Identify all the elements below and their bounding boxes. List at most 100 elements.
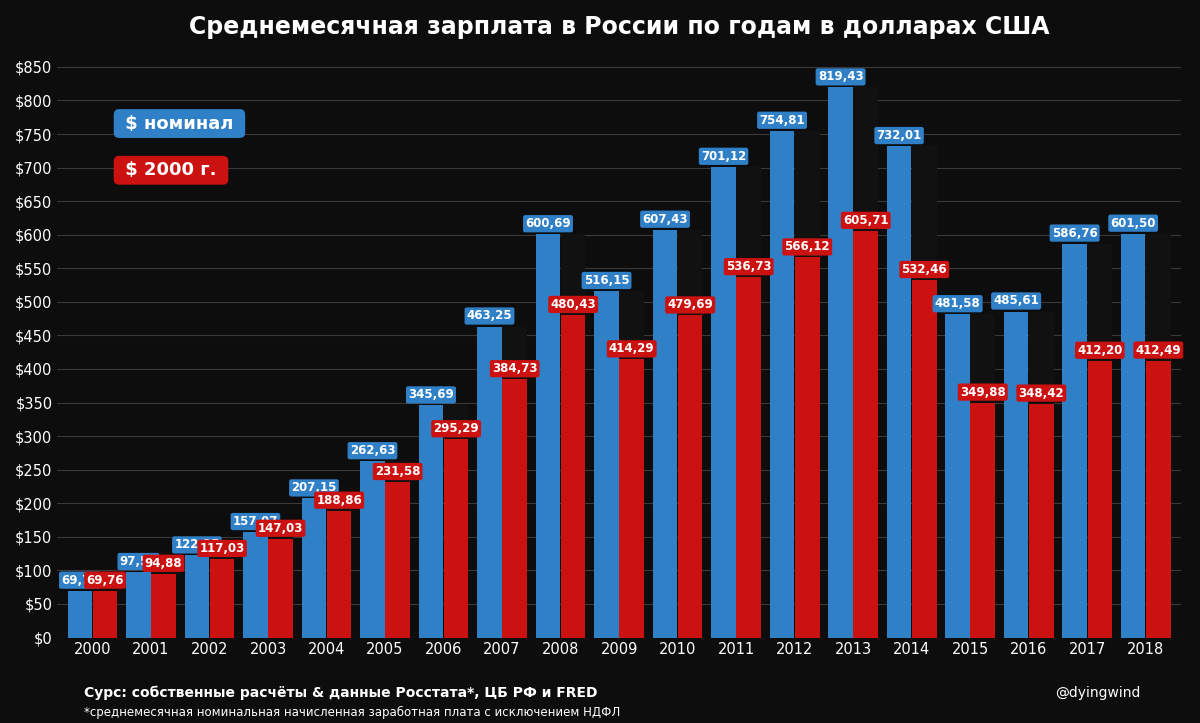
Bar <box>67 591 92 638</box>
Bar <box>444 440 468 638</box>
Bar <box>887 146 911 638</box>
Bar <box>887 146 911 638</box>
Text: 532,46: 532,46 <box>901 263 947 276</box>
Bar <box>185 555 209 638</box>
Bar <box>1087 361 1112 638</box>
Bar <box>210 555 234 638</box>
Text: 463,25: 463,25 <box>467 309 512 322</box>
Text: *среднемесячная номинальная начисленная заработная плата с исключением НДФЛ: *среднемесячная номинальная начисленная … <box>84 706 620 719</box>
Text: 295,29: 295,29 <box>433 422 479 435</box>
Bar <box>678 230 702 638</box>
Bar <box>503 380 527 638</box>
Text: 188,86: 188,86 <box>317 494 362 507</box>
Bar <box>1028 312 1054 638</box>
Bar <box>301 498 326 638</box>
Text: 69,76: 69,76 <box>86 573 124 586</box>
Bar <box>126 572 151 638</box>
Bar <box>1004 312 1028 638</box>
Text: 819,43: 819,43 <box>817 70 863 83</box>
Bar <box>946 315 970 638</box>
Bar <box>594 291 619 638</box>
Text: 345,69: 345,69 <box>408 388 454 401</box>
Text: 384,73: 384,73 <box>492 362 538 375</box>
Text: 414,29: 414,29 <box>608 343 654 356</box>
Bar <box>712 167 736 638</box>
Bar <box>1087 244 1112 638</box>
Bar <box>678 315 702 638</box>
Bar <box>619 291 644 638</box>
Bar <box>244 532 268 638</box>
Bar <box>1028 403 1054 638</box>
Bar <box>712 167 736 638</box>
Bar <box>560 315 586 638</box>
Text: 701,12: 701,12 <box>701 150 746 163</box>
Text: 485,61: 485,61 <box>994 294 1039 307</box>
Title: Среднемесячная зарплата в России по годам в долларах США: Среднемесячная зарплата в России по года… <box>188 15 1049 39</box>
Bar <box>126 572 151 638</box>
Text: 122,25: 122,25 <box>174 539 220 552</box>
Bar <box>912 146 936 638</box>
Bar <box>594 291 619 638</box>
Text: 607,43: 607,43 <box>642 213 688 226</box>
Bar <box>360 461 385 638</box>
Bar <box>478 327 502 638</box>
Bar <box>769 131 794 638</box>
Bar <box>653 230 677 638</box>
Text: @dyingwind: @dyingwind <box>1055 686 1140 700</box>
Text: 412,49: 412,49 <box>1135 343 1181 356</box>
Bar <box>210 559 234 638</box>
Bar <box>535 234 560 638</box>
Text: 586,76: 586,76 <box>1051 226 1098 239</box>
Bar <box>828 87 853 638</box>
Text: 262,63: 262,63 <box>349 444 395 457</box>
Bar <box>92 591 118 638</box>
Text: 536,73: 536,73 <box>726 260 772 273</box>
Text: 600,69: 600,69 <box>526 217 571 230</box>
Text: 117,03: 117,03 <box>199 542 245 555</box>
Bar <box>326 498 352 638</box>
Text: 481,58: 481,58 <box>935 297 980 310</box>
Bar <box>360 461 385 638</box>
Text: 231,58: 231,58 <box>374 465 420 478</box>
Text: 479,69: 479,69 <box>667 299 713 312</box>
Text: 147,03: 147,03 <box>258 522 304 535</box>
Bar <box>269 539 293 638</box>
Text: $ 2000 г.: $ 2000 г. <box>119 161 223 179</box>
Text: 566,12: 566,12 <box>785 241 830 254</box>
Bar <box>151 572 176 638</box>
Bar <box>301 498 326 638</box>
Bar <box>653 230 677 638</box>
Bar <box>971 315 995 638</box>
Bar <box>853 231 878 638</box>
Text: 601,50: 601,50 <box>1110 217 1156 230</box>
Bar <box>1004 312 1028 638</box>
Bar <box>737 277 761 638</box>
Text: 412,20: 412,20 <box>1078 343 1122 356</box>
Bar <box>444 406 468 638</box>
Bar <box>971 403 995 638</box>
Bar <box>794 257 820 638</box>
Bar <box>737 167 761 638</box>
Bar <box>385 482 410 638</box>
Bar <box>151 574 176 638</box>
Bar <box>535 234 560 638</box>
Bar <box>769 131 794 638</box>
Text: 207,15: 207,15 <box>292 482 337 495</box>
Text: 348,42: 348,42 <box>1019 387 1064 400</box>
Bar <box>1062 244 1087 638</box>
Text: 157,07: 157,07 <box>233 515 278 528</box>
Bar <box>1062 244 1087 638</box>
Text: 69,76: 69,76 <box>61 573 98 586</box>
Bar <box>244 532 268 638</box>
Text: 349,88: 349,88 <box>960 385 1006 398</box>
Bar <box>326 510 352 638</box>
Bar <box>478 327 502 638</box>
Bar <box>503 327 527 638</box>
Text: 754,81: 754,81 <box>760 114 805 127</box>
Bar <box>912 280 936 638</box>
Bar <box>269 532 293 638</box>
Bar <box>385 461 410 638</box>
Bar <box>946 315 970 638</box>
Bar <box>560 234 586 638</box>
Bar <box>419 406 443 638</box>
